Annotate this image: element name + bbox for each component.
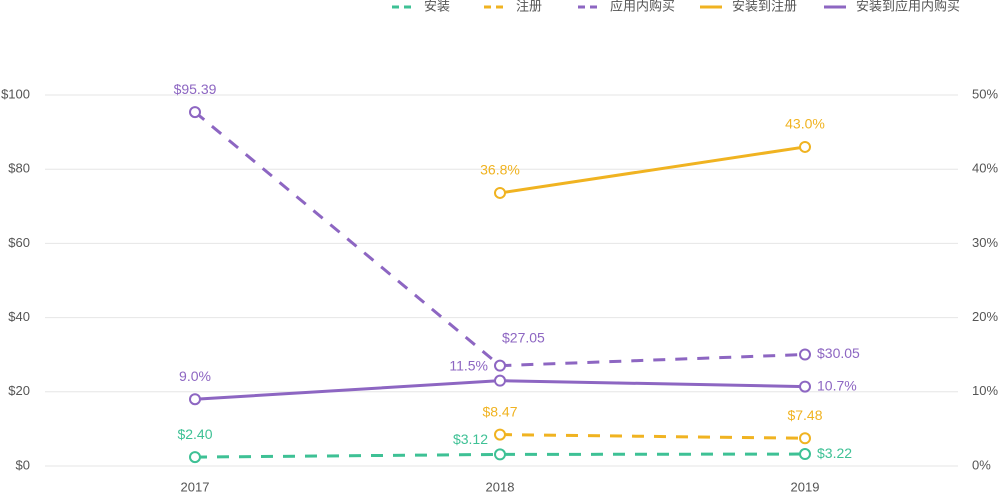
series-line bbox=[499, 433, 806, 440]
series-line bbox=[499, 145, 806, 195]
legend-label: 安装到应用内购买 bbox=[856, 0, 960, 13]
value-label: $95.39 bbox=[174, 81, 217, 97]
point-marker bbox=[799, 348, 811, 361]
point-marker bbox=[494, 186, 506, 199]
x-tick-label: 2017 bbox=[181, 479, 210, 494]
value-label: 9.0% bbox=[179, 368, 211, 384]
point-marker bbox=[799, 432, 811, 445]
series-line bbox=[194, 110, 806, 368]
point-marker bbox=[494, 428, 506, 441]
value-label: 11.5% bbox=[449, 357, 488, 373]
point-marker bbox=[189, 451, 201, 464]
value-label: $3.22 bbox=[817, 445, 852, 461]
value-label: $30.05 bbox=[817, 345, 860, 361]
y2-tick-label: 10% bbox=[972, 383, 998, 398]
value-label: $7.48 bbox=[787, 407, 822, 423]
point-marker bbox=[799, 140, 811, 153]
point-marker bbox=[494, 448, 506, 461]
x-tick-label: 2019 bbox=[791, 479, 820, 494]
y2-tick-label: 20% bbox=[972, 309, 998, 324]
value-label: $27.05 bbox=[502, 329, 545, 345]
series-line bbox=[194, 452, 806, 459]
value-label: 36.8% bbox=[480, 162, 520, 178]
value-label: 43.0% bbox=[785, 116, 825, 132]
value-label: $8.47 bbox=[482, 403, 517, 419]
point-marker bbox=[189, 393, 201, 406]
y-tick-label: $100 bbox=[1, 86, 30, 101]
legend-label: 安装 bbox=[424, 0, 450, 13]
y2-tick-label: 0% bbox=[972, 457, 991, 472]
point-marker bbox=[494, 374, 506, 387]
value-label: 10.7% bbox=[817, 377, 857, 393]
y-tick-label: $20 bbox=[8, 383, 30, 398]
value-label: $2.40 bbox=[177, 426, 212, 442]
value-label: $3.12 bbox=[453, 431, 488, 447]
y2-tick-label: 50% bbox=[972, 86, 998, 101]
y2-tick-label: 40% bbox=[972, 161, 998, 176]
point-marker bbox=[189, 106, 201, 119]
y-tick-label: $60 bbox=[8, 235, 30, 250]
y-tick-label: $80 bbox=[8, 161, 30, 176]
point-marker bbox=[799, 380, 811, 393]
y2-tick-label: 30% bbox=[972, 235, 998, 250]
legend-label: 注册 bbox=[516, 0, 542, 13]
point-marker bbox=[494, 359, 506, 372]
y-tick-label: $40 bbox=[8, 309, 30, 324]
point-marker bbox=[799, 448, 811, 461]
legend-label: 安装到注册 bbox=[732, 0, 797, 13]
y-tick-label: $0 bbox=[16, 457, 30, 472]
legend-label: 应用内购买 bbox=[610, 0, 675, 13]
x-tick-label: 2018 bbox=[486, 479, 515, 494]
